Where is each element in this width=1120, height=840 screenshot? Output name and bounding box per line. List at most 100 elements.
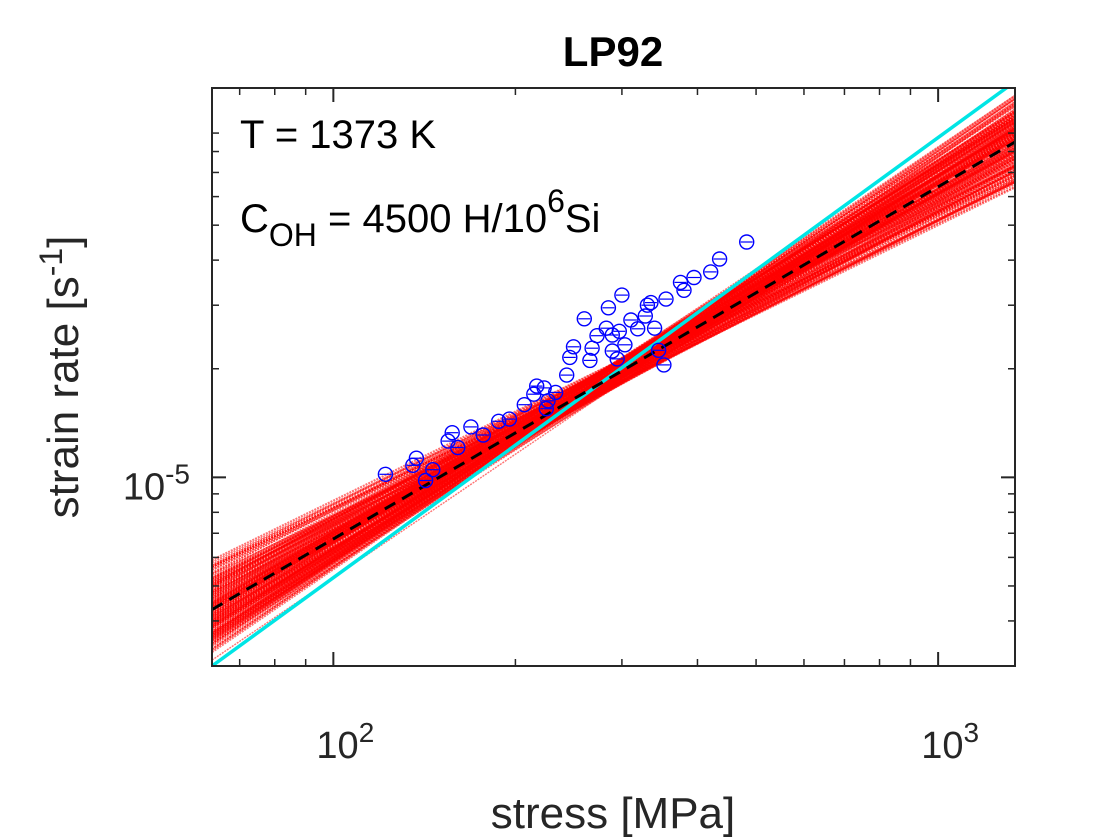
- data-point: [658, 291, 674, 307]
- plot-frame: [211, 87, 1016, 667]
- bootstrap-fit-line: [212, 108, 1015, 645]
- data-point: [639, 297, 656, 313]
- data-point: [686, 269, 702, 286]
- data-point-marker: [516, 397, 532, 413]
- data-point: [614, 287, 630, 303]
- data-point-marker: [639, 297, 656, 313]
- chart-title: LP92: [563, 28, 663, 75]
- tick-label-exponent: 2: [359, 717, 375, 748]
- data-point: [377, 466, 394, 482]
- tick-label-exponent: 3: [963, 717, 979, 748]
- data-point-marker: [617, 337, 633, 353]
- data-point: [711, 251, 728, 267]
- x-axis-label: stress [MPa]: [491, 789, 736, 838]
- x-tick-label: 102: [316, 717, 374, 767]
- data-point: [643, 294, 659, 311]
- bootstrap-fit-line: [212, 139, 1015, 595]
- bootstrap-fit-line: [212, 164, 1015, 600]
- data-point: [538, 401, 554, 417]
- data-point-marker: [565, 339, 582, 355]
- best-fit-line: [212, 140, 1015, 611]
- annotation-temperature: T = 1373 K: [240, 113, 436, 157]
- coh-subscript: OH: [269, 217, 317, 253]
- y-axis-label: strain rate [s-1]: [33, 236, 88, 519]
- data-point-marker: [529, 378, 545, 394]
- data-point-marker: [686, 269, 702, 286]
- data-point: [408, 450, 425, 466]
- bootstrap-fit-line: [212, 119, 1015, 622]
- data-point: [656, 357, 672, 373]
- data-point: [529, 378, 545, 394]
- data-point: [444, 425, 460, 441]
- bootstrap-fit-line: [212, 181, 1015, 580]
- data-point-marker: [637, 308, 653, 324]
- data-point-marker: [614, 287, 630, 303]
- data-point-marker: [630, 321, 646, 337]
- data-point-marker: [562, 349, 578, 366]
- data-point-marker: [547, 384, 564, 401]
- bootstrap-fit-line: [212, 103, 1015, 654]
- data-point-marker: [604, 343, 620, 359]
- data-point-marker: [559, 367, 575, 383]
- bootstrap-fit-line: [212, 179, 1015, 593]
- x-tick-label: 103: [921, 717, 979, 767]
- data-point-marker: [576, 311, 592, 327]
- data-point: [739, 234, 755, 250]
- bootstrap-fit-line: [212, 94, 1015, 642]
- data-point-marker: [609, 351, 625, 367]
- data-point: [650, 342, 667, 358]
- data-point-marker: [425, 462, 441, 478]
- data-point: [617, 337, 633, 353]
- data-point-marker: [417, 472, 434, 489]
- y-axis-label-main: strain rate [s: [39, 276, 88, 518]
- data-point: [646, 320, 663, 336]
- bootstrap-fit-line: [212, 118, 1015, 609]
- bootstrap-fit-line: [212, 171, 1015, 564]
- y-tick-label: 10-5: [123, 458, 190, 508]
- data-point-marker: [408, 450, 425, 466]
- data-point-marker: [611, 323, 627, 339]
- data-point: [463, 419, 479, 435]
- data-point-marker: [643, 294, 659, 311]
- data-point-marker: [604, 327, 620, 343]
- data-points: [377, 234, 755, 489]
- bootstrap-fit-line: [212, 120, 1015, 639]
- data-point: [589, 328, 605, 344]
- fit-lines: [212, 88, 1015, 666]
- bootstrap-fit-line: [212, 134, 1015, 629]
- bootstrap-fit-line: [212, 158, 1015, 608]
- data-point-marker: [377, 466, 394, 482]
- data-point: [609, 351, 625, 367]
- data-point: [501, 411, 518, 427]
- tick-label-base: 10: [123, 466, 165, 508]
- data-point-marker: [450, 439, 466, 456]
- data-point: [475, 427, 491, 443]
- data-point-marker: [656, 357, 672, 373]
- bootstrap-fit-line: [212, 161, 1015, 567]
- data-point-marker: [650, 342, 667, 358]
- data-point-marker: [538, 401, 554, 417]
- bootstrap-fit-line: [212, 101, 1015, 638]
- coh-middle: = 4500 H/10: [317, 197, 547, 241]
- tick-label-exponent: -5: [165, 458, 190, 489]
- bootstrap-fit-line: [212, 174, 1015, 569]
- data-point-marker: [672, 274, 689, 291]
- data-point: [559, 367, 575, 383]
- data-point: [450, 439, 466, 456]
- data-point-marker: [711, 251, 728, 267]
- data-point: [562, 349, 578, 366]
- tick-label-base: 10: [316, 725, 358, 767]
- data-point: [676, 282, 692, 298]
- data-point-marker: [658, 291, 674, 307]
- data-point: [582, 352, 598, 369]
- data-point: [637, 308, 653, 324]
- data-point-marker: [463, 419, 479, 435]
- data-point: [630, 321, 646, 337]
- data-point: [516, 397, 532, 413]
- data-point: [565, 339, 582, 355]
- data-point: [540, 393, 556, 409]
- data-point-marker: [582, 352, 598, 369]
- data-point: [425, 462, 441, 478]
